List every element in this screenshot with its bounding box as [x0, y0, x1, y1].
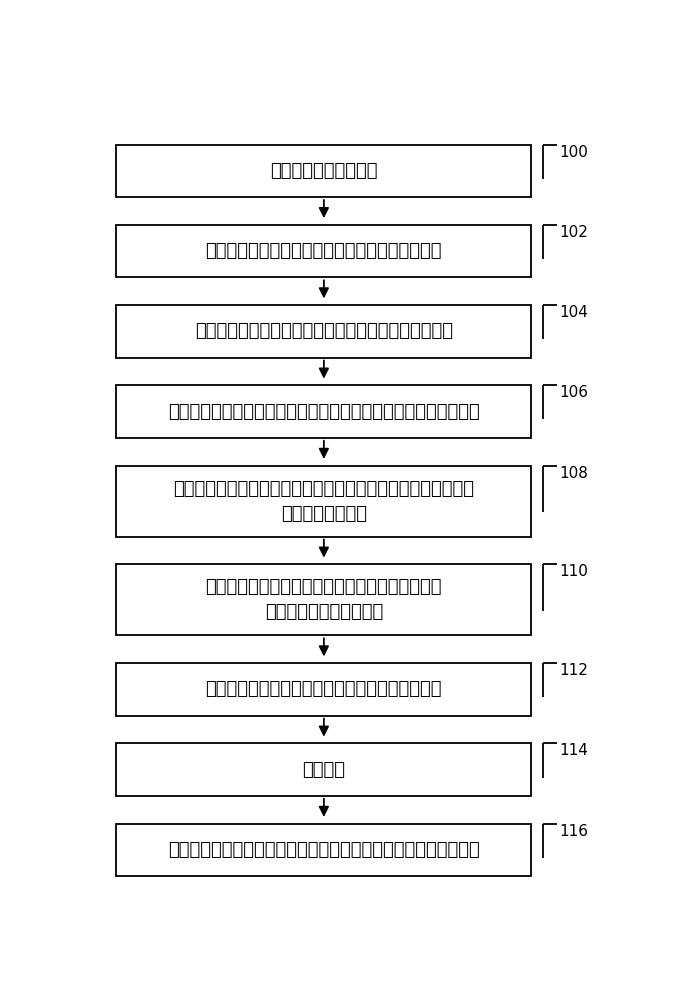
Text: 114: 114 — [559, 743, 588, 758]
Text: 116: 116 — [559, 824, 588, 839]
Bar — [117, 663, 531, 716]
Text: 104: 104 — [559, 305, 588, 320]
Bar — [117, 824, 531, 876]
Text: 112: 112 — [559, 663, 588, 678]
Text: 106: 106 — [559, 385, 588, 400]
Text: 110: 110 — [559, 564, 588, 579]
Bar — [117, 145, 531, 197]
Text: 100: 100 — [559, 145, 588, 160]
Text: 将蛋白质溶液中蛋白质的施加量输入到色谱模拟软件中: 将蛋白质溶液中蛋白质的施加量输入到色谱模拟软件中 — [195, 322, 453, 340]
Bar — [117, 743, 531, 796]
Text: 根据至少计算出的盐浓度和输入的优化标准来计算
目标洗脱体积的汇集边界: 根据至少计算出的盐浓度和输入的优化标准来计算 目标洗脱体积的汇集边界 — [206, 578, 442, 621]
Text: 在色谱柱上施加具有计算出的盐浓度的洗脱缓冲液: 在色谱柱上施加具有计算出的盐浓度的洗脱缓冲液 — [206, 680, 442, 698]
Bar — [117, 564, 531, 635]
Text: 使用计算出的汇集边界收集计算出的目标洗脱体积作为单独的级分: 使用计算出的汇集边界收集计算出的目标洗脱体积作为单独的级分 — [168, 841, 480, 859]
Text: 提供阳离子交换色谱柱: 提供阳离子交换色谱柱 — [270, 162, 377, 180]
Text: 108: 108 — [559, 466, 588, 481]
Text: 将关于两种或更多种目标蛋白质的优化标准输入到色谱模拟软件中: 将关于两种或更多种目标蛋白质的优化标准输入到色谱模拟软件中 — [168, 403, 480, 421]
Text: 根据基于多个色谱模拟的优化标准来计算适于洗脱目标蛋白质的
洗脱缓冲液盐浓度: 根据基于多个色谱模拟的优化标准来计算适于洗脱目标蛋白质的 洗脱缓冲液盐浓度 — [173, 480, 475, 523]
Bar — [117, 305, 531, 358]
Bar — [117, 466, 531, 537]
Bar — [117, 385, 531, 438]
Text: 102: 102 — [559, 225, 588, 240]
Text: 执行洗脱: 执行洗脱 — [302, 761, 345, 779]
Text: 将蛋白质溶液施加在柱上，蛋白质溶液包含蛋白质: 将蛋白质溶液施加在柱上，蛋白质溶液包含蛋白质 — [206, 242, 442, 260]
Bar — [117, 225, 531, 277]
